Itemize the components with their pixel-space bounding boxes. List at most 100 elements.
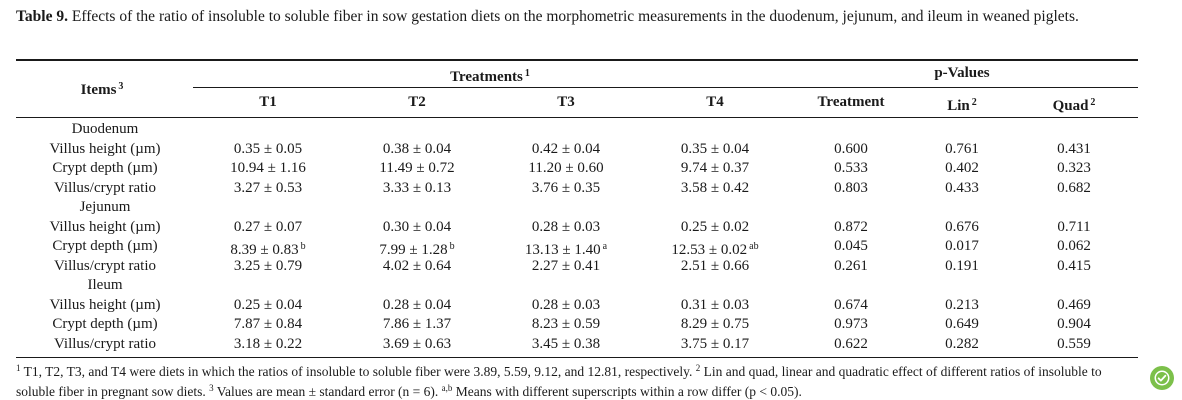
table-cell-t3: 3.76 ± 0.35: [532, 179, 600, 198]
header-mid-rule: [193, 87, 1138, 88]
table-cell-t4: 2.51 ± 0.66: [681, 257, 749, 276]
table-cell-lin: 0.402: [945, 160, 979, 176]
table-cell-t1: 3.18 ± 0.22: [234, 335, 302, 354]
table-cell-t2: 3.69 ± 0.63: [383, 335, 451, 354]
cell-value: 3.45 ± 0.38: [531, 335, 601, 352]
check-badge-icon[interactable]: [1150, 366, 1174, 390]
cell-value: 0.28 ± 0.04: [382, 296, 452, 313]
cell-value: 0.25 ± 0.04: [233, 296, 303, 313]
table-cell-lin: 0.649: [945, 316, 979, 332]
table-cell-t1: 3.25 ± 0.79: [234, 257, 302, 276]
cell-value: 0.27 ± 0.07: [233, 218, 303, 235]
row-label: Villus height (µm): [49, 140, 161, 157]
top-rule: [16, 59, 1138, 61]
table-cell-lin: 0.433: [945, 179, 979, 196]
table-cell-lin: 0.761: [945, 140, 979, 157]
table-cell-treatment: 0.533: [834, 160, 868, 176]
cell-value: 10.94 ± 1.16: [230, 160, 306, 176]
cell-value: 3.75 ± 0.17: [680, 335, 750, 352]
cell-value: 3.69 ± 0.63: [382, 335, 452, 352]
cell-value: 7.87 ± 0.84: [233, 316, 303, 332]
table-cell-t2: 11.49 ± 0.72: [379, 159, 454, 178]
cell-value: 7.86 ± 1.37: [382, 316, 452, 332]
section-label: Ileum: [87, 277, 123, 293]
cell-superscript: a: [602, 241, 608, 252]
cell-value: 3.58 ± 0.42: [680, 179, 750, 196]
cell-value: 9.74 ± 0.37: [680, 160, 750, 176]
cell-value: 11.20 ± 0.60: [528, 160, 604, 176]
cell-value: 0.42 ± 0.04: [531, 140, 601, 157]
header-t2: T2: [408, 94, 426, 110]
table-cell-treatment: 0.674: [834, 296, 868, 313]
cell-value: 0.31 ± 0.03: [680, 296, 750, 313]
table-cell-t1: 0.35 ± 0.05: [234, 140, 302, 159]
table-cell-t2: 7.86 ± 1.37: [383, 315, 451, 334]
header-t3: T3: [557, 94, 575, 110]
row-label: Crypt depth (µm): [52, 160, 158, 176]
table-cell-treatment: 0.803: [834, 179, 868, 196]
table-cell-t1: 7.87 ± 0.84: [234, 315, 302, 334]
header-bottom-rule: [16, 117, 1138, 118]
table-cell-t3: 0.42 ± 0.04: [532, 140, 600, 159]
table-cell-quad: 0.415: [1057, 257, 1091, 274]
table-cell-treatment: 0.261: [834, 257, 868, 274]
header-quad: Quad 2: [1052, 97, 1096, 114]
table-cell-quad: 0.062: [1057, 238, 1091, 254]
caption-text: Effects of the ratio of insoluble to sol…: [71, 8, 1079, 25]
cell-value: 3.76 ± 0.35: [531, 179, 601, 196]
table-label: Table 9.: [16, 8, 68, 25]
cell-value: 3.33 ± 0.13: [382, 179, 452, 196]
table-cell-t2: 3.33 ± 0.13: [383, 179, 451, 198]
cell-value: 0.28 ± 0.03: [531, 218, 601, 235]
table-cell-quad: 0.904: [1057, 316, 1091, 332]
cell-superscript: b: [300, 241, 306, 252]
table-cell-t2: 0.30 ± 0.04: [383, 218, 451, 237]
table-cell-t2: 0.28 ± 0.04: [383, 296, 451, 315]
row-label: Villus/crypt ratio: [54, 179, 156, 196]
table-cell-t3: 0.28 ± 0.03: [532, 218, 600, 237]
table-cell-treatment: 0.872: [834, 218, 868, 235]
cell-superscript: ab: [749, 241, 759, 252]
header-items: Items 3: [80, 81, 124, 98]
table-cell-t4: 0.35 ± 0.04: [681, 140, 749, 159]
table-cell-lin: 0.282: [945, 335, 979, 352]
table-cell-t4: 8.29 ± 0.75: [681, 315, 749, 334]
table-cell-t3: 11.20 ± 0.60: [528, 159, 603, 178]
section-label: Duodenum: [71, 121, 139, 137]
cell-value: 0.38 ± 0.04: [382, 140, 452, 157]
table-cell-treatment: 0.045: [834, 238, 868, 254]
table-caption: Table 9. Effects of the ratio of insolub…: [16, 6, 1156, 28]
table-cell-t2: 7.99 ± 1.28 b: [379, 237, 454, 260]
table-cell-quad: 0.469: [1057, 296, 1091, 313]
cell-value: 3.27 ± 0.53: [233, 179, 303, 196]
row-label: Villus/crypt ratio: [54, 335, 156, 352]
table-cell-quad: 0.323: [1057, 160, 1091, 176]
cell-value: 3.18 ± 0.22: [233, 335, 303, 352]
cell-value: 7.99 ± 1.28: [379, 242, 448, 258]
table-cell-t3: 13.13 ± 1.40 a: [525, 237, 607, 260]
table-cell-quad: 0.559: [1057, 335, 1091, 352]
cell-value: 8.29 ± 0.75: [680, 316, 750, 332]
cell-value: 8.39 ± 0.83: [230, 242, 299, 258]
row-label: Villus/crypt ratio: [54, 257, 156, 274]
table-cell-treatment: 0.973: [834, 316, 868, 332]
header-lin: Lin 2: [947, 97, 977, 114]
table-cell-t4: 9.74 ± 0.37: [681, 159, 749, 178]
cell-value: 0.30 ± 0.04: [382, 218, 452, 235]
cell-value: 8.23 ± 0.59: [531, 316, 601, 332]
table-cell-lin: 0.191: [945, 257, 979, 274]
cell-value: 4.02 ± 0.64: [382, 257, 452, 274]
header-pvalues: p-Values: [934, 65, 990, 81]
table-cell-t3: 3.45 ± 0.38: [532, 335, 600, 354]
cell-value: 3.25 ± 0.79: [233, 257, 303, 274]
cell-value: 11.49 ± 0.72: [379, 160, 455, 176]
row-label: Villus height (µm): [49, 296, 161, 313]
cell-superscript: b: [449, 241, 455, 252]
table-cell-t1: 8.39 ± 0.83 b: [230, 237, 305, 260]
row-label: Crypt depth (µm): [52, 316, 158, 332]
cell-value: 0.35 ± 0.05: [233, 140, 303, 157]
table-cell-t4: 3.58 ± 0.42: [681, 179, 749, 198]
table-cell-t4: 12.53 ± 0.02 ab: [671, 237, 758, 260]
table-cell-quad: 0.711: [1057, 218, 1091, 235]
row-label: Villus height (µm): [49, 218, 161, 235]
